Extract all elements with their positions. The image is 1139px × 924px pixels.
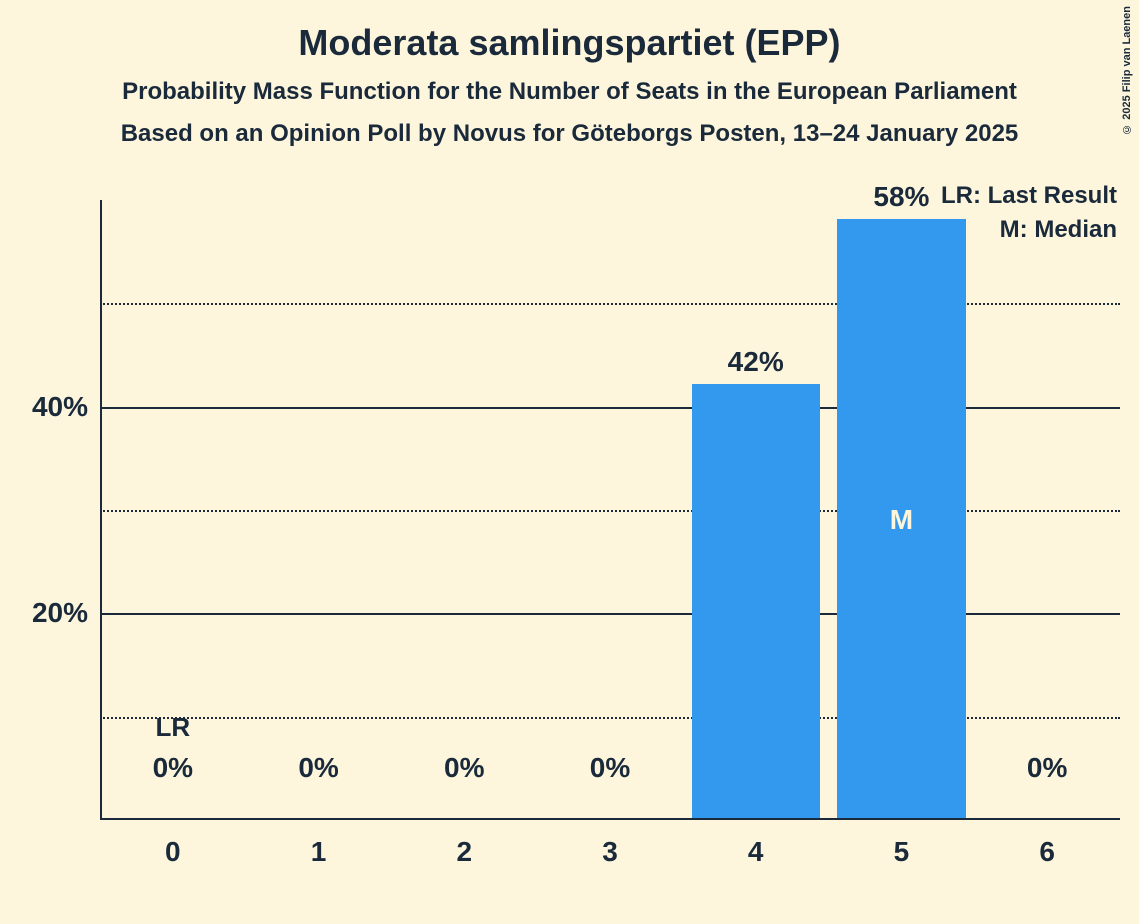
bar-value-label: 0% bbox=[153, 752, 193, 784]
x-tick-label: 3 bbox=[602, 836, 618, 868]
x-tick-label: 6 bbox=[1039, 836, 1055, 868]
x-tick-label: 0 bbox=[165, 836, 181, 868]
grid-major bbox=[100, 407, 1120, 409]
x-axis bbox=[100, 818, 1120, 820]
chart-plot-area: 20%40%0%0LR0%10%20%342%458%5M0%6 bbox=[100, 200, 1120, 820]
x-tick-label: 1 bbox=[311, 836, 327, 868]
bar-value-label: 42% bbox=[728, 346, 784, 378]
grid-minor bbox=[100, 510, 1120, 512]
grid-minor bbox=[100, 717, 1120, 719]
bar-value-label: 0% bbox=[444, 752, 484, 784]
grid-major bbox=[100, 613, 1120, 615]
bar bbox=[692, 384, 820, 818]
median-marker: M bbox=[890, 504, 913, 536]
y-tick-label: 20% bbox=[0, 597, 88, 629]
chart-subtitle-1: Probability Mass Function for the Number… bbox=[0, 78, 1139, 106]
y-tick-label: 40% bbox=[0, 391, 88, 423]
grid-minor bbox=[100, 303, 1120, 305]
bar-value-label: 0% bbox=[590, 752, 630, 784]
bar-value-label: 0% bbox=[1027, 752, 1067, 784]
x-tick-label: 4 bbox=[748, 836, 764, 868]
x-tick-label: 2 bbox=[456, 836, 472, 868]
x-tick-label: 5 bbox=[894, 836, 910, 868]
chart-title: Moderata samlingspartiet (EPP) bbox=[0, 0, 1139, 64]
bar-value-label: 58% bbox=[873, 181, 929, 213]
bar-value-label: 0% bbox=[298, 752, 338, 784]
last-result-marker: LR bbox=[156, 712, 191, 743]
copyright: © 2025 Filip van Laenen bbox=[1121, 6, 1133, 135]
chart-subtitle-2: Based on an Opinion Poll by Novus for Gö… bbox=[0, 120, 1139, 148]
